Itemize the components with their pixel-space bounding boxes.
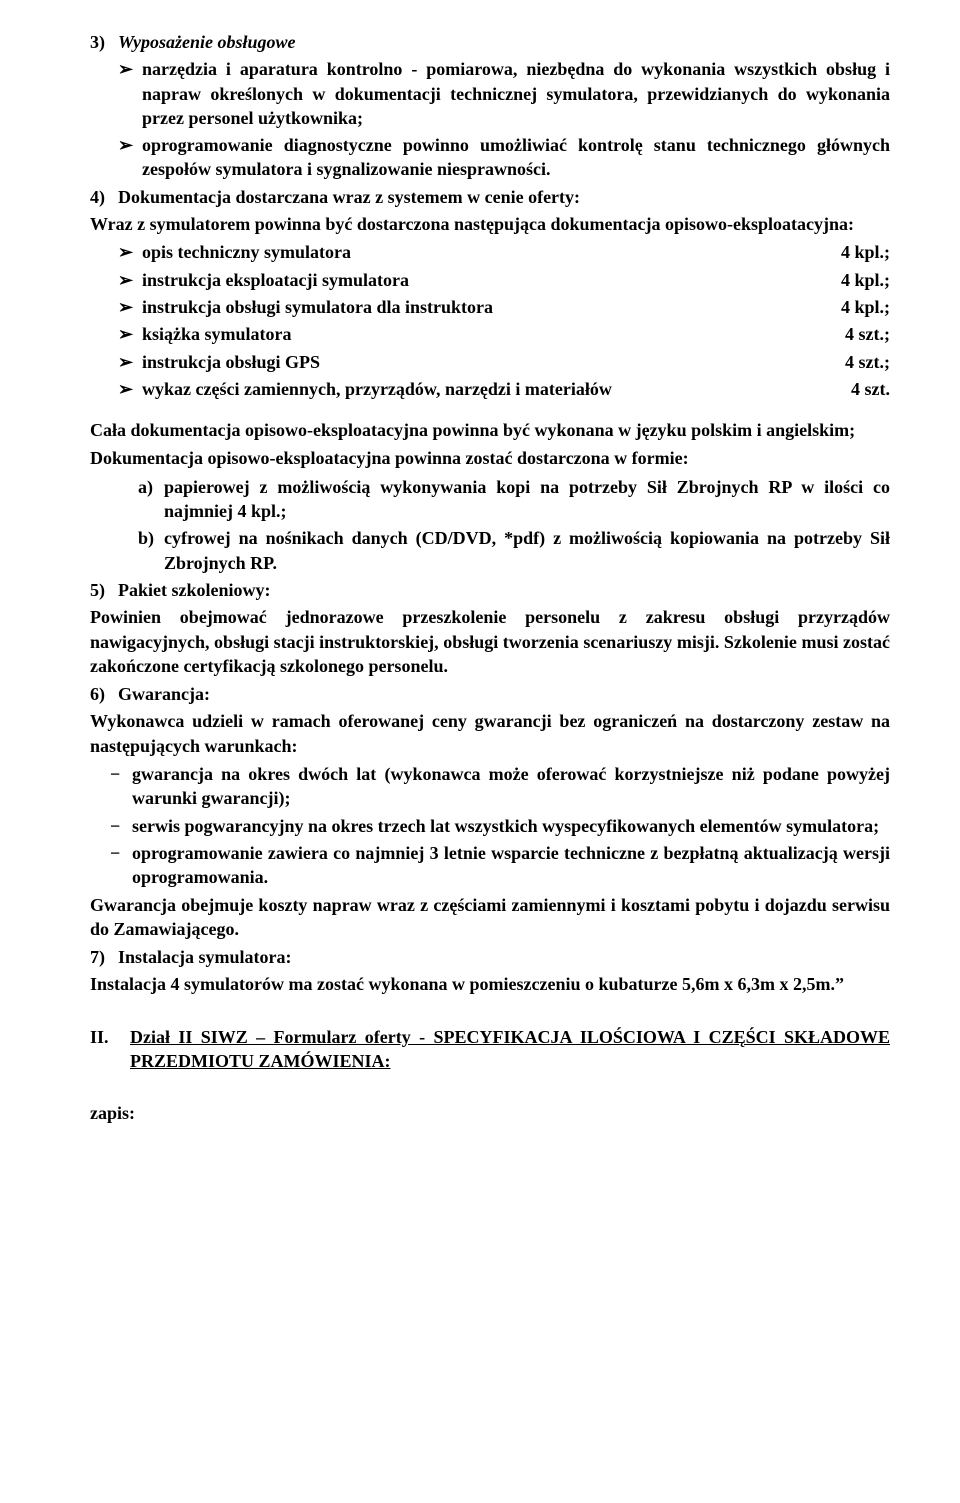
section-7-title: Instalacja symulatora: xyxy=(118,945,890,969)
doc-row-value: 4 kpl.; xyxy=(825,295,890,319)
arrow-icon: ➢ xyxy=(118,295,142,319)
section-7-number: 7) xyxy=(90,945,118,969)
section-4-rows: ➢ opis techniczny symulatora 4 kpl.; ➢ i… xyxy=(118,240,890,401)
arrow-icon: ➢ xyxy=(118,57,142,130)
doc-form-b: b) cyfrowej na nośnikach danych (CD/DVD,… xyxy=(138,526,890,575)
doc-row-value: 4 szt. xyxy=(835,377,890,401)
doc-form-a-text: papierowej z możliwością wykonywania kop… xyxy=(164,475,890,524)
section-7-body: Instalacja 4 symulatorów ma zostać wykon… xyxy=(90,972,890,996)
doc-lang-note: Cała dokumentacja opisowo-eksploatacyjna… xyxy=(90,418,890,442)
section-5-heading: 5) Pakiet szkoleniowy: xyxy=(90,578,890,602)
section-ii: II. Dział II SIWZ – Formularz oferty - S… xyxy=(90,1025,890,1074)
section-5-body: Powinien obejmować jednorazowe przeszkol… xyxy=(90,605,890,678)
section-6-intro: Wykonawca udzieli w ramach oferowanej ce… xyxy=(90,709,890,758)
doc-row: ➢ wykaz części zamiennych, przyrządów, n… xyxy=(118,377,890,401)
section-ii-roman: II. xyxy=(90,1025,130,1074)
dash-item: − serwis pogwarancyjny na okres trzech l… xyxy=(110,814,890,838)
doc-row-value: 4 szt.; xyxy=(829,350,890,374)
doc-row: ➢ instrukcja obsługi symulatora dla inst… xyxy=(118,295,890,319)
document-page: 3) Wyposażenie obsługowe ➢ narzędzia i a… xyxy=(0,0,960,1166)
doc-row-value: 4 kpl.; xyxy=(825,240,890,264)
section-4-heading: 4) Dokumentacja dostarczana wraz z syste… xyxy=(90,185,890,209)
list-item-text: narzędzia i aparatura kontrolno - pomiar… xyxy=(142,57,890,130)
letter-marker: a) xyxy=(138,475,164,524)
zapis-label: zapis: xyxy=(90,1101,890,1125)
section-6-number: 6) xyxy=(90,682,118,706)
section-ii-heading: Dział II SIWZ – Formularz oferty - SPECY… xyxy=(130,1025,890,1074)
list-item-text: oprogramowanie diagnostyczne powinno umo… xyxy=(142,133,890,182)
section-6-heading: 6) Gwarancja: xyxy=(90,682,890,706)
doc-row: ➢ instrukcja eksploatacji symulatora 4 k… xyxy=(118,268,890,292)
section-3-list: ➢ narzędzia i aparatura kontrolno - pomi… xyxy=(118,57,890,181)
arrow-icon: ➢ xyxy=(118,322,142,346)
doc-form-intro: Dokumentacja opisowo-eksploatacyjna powi… xyxy=(90,446,890,470)
section-3-number: 3) xyxy=(90,30,118,54)
doc-row: ➢ opis techniczny symulatora 4 kpl.; xyxy=(118,240,890,264)
section-6-tail: Gwarancja obejmuje koszty napraw wraz z … xyxy=(90,893,890,942)
doc-form-a: a) papierowej z możliwością wykonywania … xyxy=(138,475,890,524)
section-4-title: Dokumentacja dostarczana wraz z systemem… xyxy=(118,185,890,209)
dash-text: serwis pogwarancyjny na okres trzech lat… xyxy=(132,814,890,838)
doc-row-label: opis techniczny symulatora xyxy=(142,240,825,264)
doc-row-label: książka symulatora xyxy=(142,322,829,346)
arrow-icon: ➢ xyxy=(118,268,142,292)
arrow-icon: ➢ xyxy=(118,377,142,401)
dash-item: − oprogramowanie zawiera co najmniej 3 l… xyxy=(110,841,890,890)
doc-row-label: instrukcja eksploatacji symulatora xyxy=(142,268,825,292)
doc-row-label: instrukcja obsługi GPS xyxy=(142,350,829,374)
doc-row-value: 4 kpl.; xyxy=(825,268,890,292)
list-item: ➢ oprogramowanie diagnostyczne powinno u… xyxy=(118,133,890,182)
dash-icon: − xyxy=(110,841,132,890)
dash-text: gwarancja na okres dwóch lat (wykonawca … xyxy=(132,762,890,811)
doc-form-list: a) papierowej z możliwością wykonywania … xyxy=(138,475,890,575)
dash-icon: − xyxy=(110,762,132,811)
section-4-intro: Wraz z symulatorem powinna być dostarczo… xyxy=(90,212,890,236)
section-5-title: Pakiet szkoleniowy: xyxy=(118,578,890,602)
letter-marker: b) xyxy=(138,526,164,575)
section-6-title: Gwarancja: xyxy=(118,682,890,706)
section-5-number: 5) xyxy=(90,578,118,602)
section-4-number: 4) xyxy=(90,185,118,209)
arrow-icon: ➢ xyxy=(118,240,142,264)
doc-row-value: 4 szt.; xyxy=(829,322,890,346)
dash-item: − gwarancja na okres dwóch lat (wykonawc… xyxy=(110,762,890,811)
list-item: ➢ narzędzia i aparatura kontrolno - pomi… xyxy=(118,57,890,130)
doc-row: ➢ instrukcja obsługi GPS 4 szt.; xyxy=(118,350,890,374)
arrow-icon: ➢ xyxy=(118,350,142,374)
doc-row: ➢ książka symulatora 4 szt.; xyxy=(118,322,890,346)
doc-form-b-text: cyfrowej na nośnikach danych (CD/DVD, *p… xyxy=(164,526,890,575)
section-3-heading: 3) Wyposażenie obsługowe xyxy=(90,30,890,54)
section-3-title: Wyposażenie obsługowe xyxy=(118,30,890,54)
section-7-heading: 7) Instalacja symulatora: xyxy=(90,945,890,969)
doc-row-label: instrukcja obsługi symulatora dla instru… xyxy=(142,295,825,319)
dash-text: oprogramowanie zawiera co najmniej 3 let… xyxy=(132,841,890,890)
section-6-list: − gwarancja na okres dwóch lat (wykonawc… xyxy=(110,762,890,889)
arrow-icon: ➢ xyxy=(118,133,142,182)
doc-row-label: wykaz części zamiennych, przyrządów, nar… xyxy=(142,377,835,401)
dash-icon: − xyxy=(110,814,132,838)
